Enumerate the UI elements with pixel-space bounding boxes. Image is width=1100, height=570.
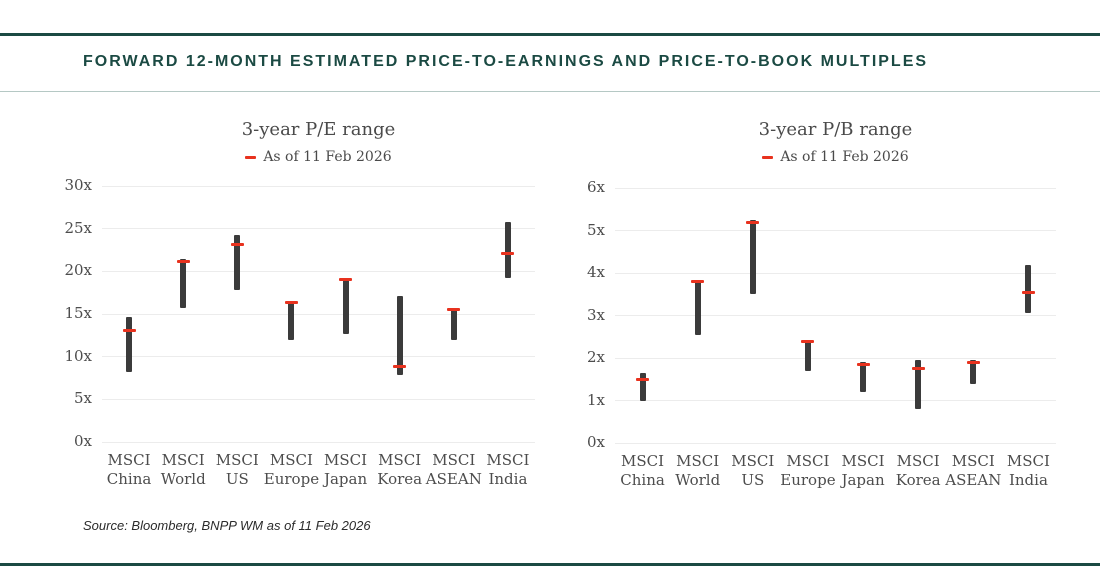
chart-title: 3-year P/B range — [758, 119, 913, 140]
gridline — [102, 270, 535, 272]
y-axis-tick-label: 4x — [586, 263, 605, 281]
gridline — [102, 398, 535, 400]
gridline — [102, 441, 535, 443]
gridline — [615, 400, 1056, 401]
range-bar — [450, 308, 457, 341]
y-axis-tick-label: 0x — [586, 433, 605, 451]
x-category-label: MSCI World — [675, 452, 721, 489]
gridline — [615, 315, 1056, 316]
range-bar — [234, 234, 241, 291]
current-value-marker — [636, 377, 650, 381]
x-category-label: MSCI India — [486, 451, 530, 488]
y-axis-tick-label: 5x — [73, 389, 92, 408]
range-bar — [126, 316, 133, 372]
range-bar — [639, 372, 646, 401]
x-category-label: MSCI Europe — [263, 451, 320, 488]
current-value-marker — [447, 308, 461, 312]
x-category-label: MSCI Europe — [780, 452, 836, 489]
x-category-label: MSCI ASEAN — [425, 451, 482, 488]
y-axis-tick-label: 2x — [586, 348, 605, 366]
gridline — [102, 313, 535, 315]
x-category-label: MSCI World — [160, 451, 206, 488]
range-bar — [342, 278, 349, 335]
gridline — [615, 187, 1056, 189]
gridline — [102, 356, 535, 358]
current-value-marker — [230, 243, 244, 247]
gridline — [615, 442, 1056, 444]
range-bar — [915, 360, 922, 409]
current-value-marker — [856, 362, 870, 366]
x-category-label: MSCI China — [106, 451, 152, 488]
page-title: FORWARD 12-MONTH ESTIMATED PRICE-TO-EARN… — [83, 53, 929, 70]
gridline — [102, 228, 535, 230]
current-value-marker — [339, 277, 353, 281]
source-note: Source: Bloomberg, BNPP WM as of 11 Feb … — [83, 518, 371, 533]
range-bar — [288, 301, 295, 341]
current-value-marker — [122, 328, 136, 332]
range-bar — [694, 281, 701, 335]
y-axis-tick-label: 1x — [586, 390, 605, 409]
current-value-marker — [691, 280, 705, 283]
top-divider-rule — [0, 33, 1100, 36]
x-category-label: MSCI US — [731, 452, 775, 489]
chart-title: 3-year P/E range — [241, 119, 396, 140]
legend-dash-icon — [762, 155, 774, 159]
legend-label: As of 11 Feb 2026 — [780, 149, 909, 165]
bottom-divider-rule — [0, 563, 1100, 566]
range-bar — [804, 341, 811, 371]
y-axis-tick-label: 0x — [73, 432, 92, 450]
range-bar — [1025, 264, 1032, 314]
x-category-label: MSCI US — [215, 451, 259, 488]
gridline — [615, 230, 1056, 231]
range-bar — [970, 360, 977, 384]
legend-label: As of 11 Feb 2026 — [263, 149, 392, 165]
current-value-marker — [746, 220, 760, 224]
current-value-marker — [966, 360, 980, 364]
current-value-marker — [393, 365, 407, 369]
gridline — [615, 272, 1056, 274]
range-bar — [396, 296, 403, 376]
range-bar — [749, 219, 756, 295]
x-category-label: MSCI India — [1006, 452, 1050, 489]
gridline — [615, 357, 1056, 359]
x-category-label: MSCI Japan — [841, 452, 885, 489]
current-value-marker — [501, 251, 515, 255]
range-bar — [504, 221, 511, 279]
current-value-marker — [911, 367, 925, 371]
chart-legend: As of 11 Feb 2026 — [102, 149, 535, 165]
range-bar — [860, 362, 867, 392]
y-axis-tick-label: 5x — [586, 220, 605, 239]
gridline — [102, 185, 535, 187]
x-category-label: MSCI Korea — [377, 451, 423, 488]
x-category-label: MSCI ASEAN — [945, 452, 1002, 489]
y-axis-tick-label: 20x — [64, 261, 92, 280]
y-axis-tick-label: 10x — [64, 346, 92, 365]
y-axis-tick-label: 25x — [64, 218, 92, 237]
x-category-label: MSCI Japan — [323, 451, 368, 488]
y-axis-tick-label: 6x — [586, 178, 605, 196]
range-bar — [180, 259, 187, 308]
current-value-marker — [284, 300, 298, 304]
x-category-label: MSCI China — [620, 452, 665, 489]
chart-legend: As of 11 Feb 2026 — [615, 149, 1056, 165]
y-axis-tick-label: 15x — [64, 304, 92, 322]
x-category-label: MSCI Korea — [895, 452, 941, 489]
y-axis-tick-label: 30x — [64, 176, 92, 194]
current-value-marker — [1021, 290, 1035, 294]
legend-dash-icon — [245, 155, 257, 159]
y-axis-tick-label: 3x — [586, 305, 605, 324]
current-value-marker — [801, 339, 815, 343]
header-divider-rule — [0, 91, 1100, 92]
current-value-marker — [176, 260, 190, 264]
